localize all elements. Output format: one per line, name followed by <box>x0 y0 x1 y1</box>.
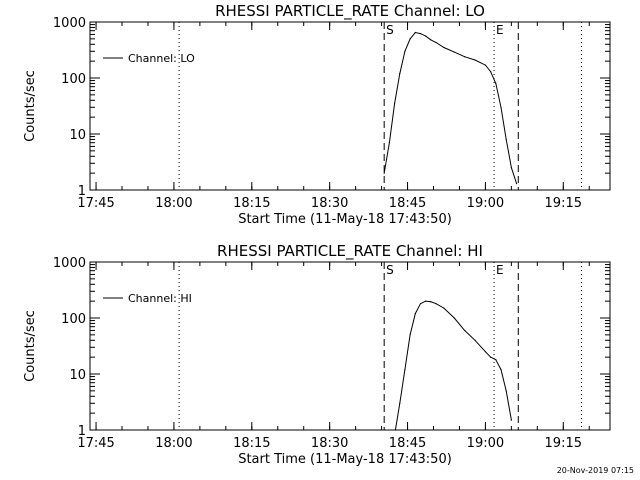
y-axis-label: Counts/sec <box>23 70 38 142</box>
x-tick-label: 18:45 <box>389 196 426 211</box>
data-point <box>399 72 401 75</box>
data-point <box>515 183 518 185</box>
x-tick-label: 17:45 <box>77 196 114 211</box>
data-point <box>453 51 455 53</box>
data-point <box>393 102 396 105</box>
data-point <box>425 35 427 37</box>
y-tick-label: 1 <box>78 184 86 199</box>
event-marker-label: S <box>386 263 394 277</box>
data-point <box>419 33 422 35</box>
x-tick-label: 18:30 <box>311 436 348 451</box>
data-point <box>495 82 497 85</box>
chart-title: RHESSI PARTICLE_RATE Channel: HI <box>217 242 483 261</box>
data-point <box>399 402 401 404</box>
data-point <box>464 329 466 332</box>
data-point <box>388 142 390 144</box>
y-tick-label: 1000 <box>53 256 86 271</box>
y-axis-label: Counts/sec <box>23 310 38 382</box>
chart-panel-1: RHESSI PARTICLE_RATE Channel: LO Counts/s… <box>23 2 611 227</box>
data-point <box>500 106 502 108</box>
footer-timestamp: 20-Nov-2019 07:15 <box>556 466 634 475</box>
data-point <box>484 64 487 66</box>
x-tick-label: 18:30 <box>311 196 348 211</box>
data-point <box>464 56 466 58</box>
y-tick-label: 1000 <box>53 16 86 31</box>
data-point <box>430 301 432 303</box>
event-marker-label: E <box>496 263 504 277</box>
legend-label: Channel: HI <box>128 292 192 305</box>
plot-frame <box>89 261 611 431</box>
chart-panel-2: RHESSI PARTICLE_RATE Channel: HI Counts/s… <box>23 242 611 467</box>
x-tick-label: 18:45 <box>389 436 426 451</box>
x-tick-label: 18:15 <box>233 196 270 211</box>
y-tick-label: 100 <box>61 312 86 327</box>
y-tick-label: 10 <box>69 368 86 383</box>
data-point <box>443 46 445 49</box>
data-point <box>505 138 507 141</box>
data-point <box>510 419 512 421</box>
x-tick-label: 19:00 <box>467 436 504 451</box>
data-point <box>404 368 406 371</box>
data-point <box>474 339 476 341</box>
data-point <box>414 31 416 34</box>
data-point <box>409 334 411 336</box>
data-point <box>409 38 411 40</box>
event-marker-label: S <box>386 23 394 37</box>
data-point <box>510 167 512 169</box>
x-tick-label: 17:45 <box>77 436 114 451</box>
x-tick-label: 18:15 <box>233 436 270 451</box>
data-point <box>435 303 437 305</box>
y-tick-label: 10 <box>69 128 86 143</box>
plot-frame <box>89 21 611 191</box>
data-point <box>435 41 437 44</box>
data-point <box>474 59 476 61</box>
data-point <box>404 50 406 52</box>
x-axis-label: Start Time (11-May-18 17:43:50) <box>238 452 452 467</box>
data-point <box>419 303 422 305</box>
data-point <box>443 307 445 309</box>
data-point <box>453 317 455 319</box>
x-tick-label: 19:00 <box>467 196 504 211</box>
y-tick-label: 100 <box>61 72 86 87</box>
legend-label: Channel: LO <box>128 52 195 65</box>
x-tick-label: 18:00 <box>155 436 192 451</box>
x-axis-label: Start Time (11-May-18 17:43:50) <box>238 212 452 227</box>
x-tick-label: 18:00 <box>155 196 192 211</box>
data-point <box>414 312 416 315</box>
data-point <box>394 429 397 431</box>
data-point <box>484 351 487 353</box>
x-tick-label: 19:15 <box>545 436 582 451</box>
data-point <box>489 71 492 73</box>
data-point <box>500 368 502 371</box>
y-tick-label: 1 <box>78 424 86 439</box>
data-point <box>505 390 507 392</box>
data-point <box>495 359 497 361</box>
data-point <box>489 356 492 358</box>
data-point <box>430 39 432 41</box>
x-tick-label: 19:15 <box>545 196 582 211</box>
series-line <box>383 31 518 184</box>
data-point <box>383 172 385 174</box>
event-marker-label: E <box>496 23 504 37</box>
chart-title: RHESSI PARTICLE_RATE Channel: LO <box>215 2 485 21</box>
data-point <box>425 300 427 302</box>
